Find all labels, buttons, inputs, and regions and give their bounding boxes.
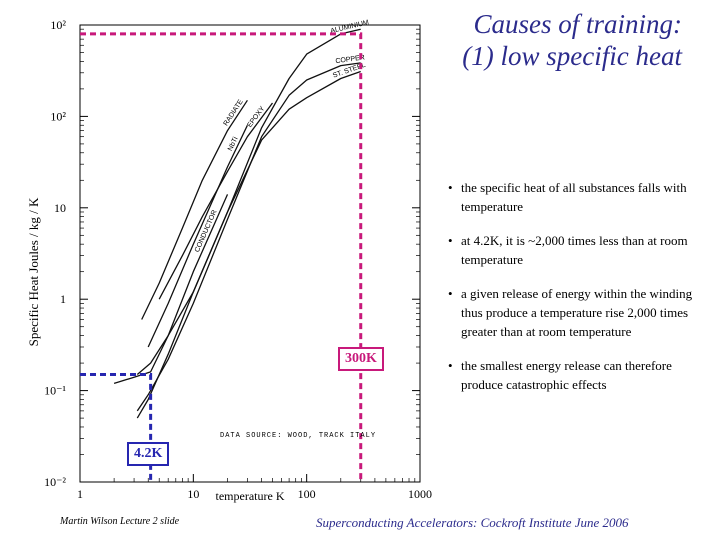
marker-4k-label: 4.2K: [127, 442, 170, 466]
bullet-item: a given release of energy within the win…: [446, 284, 696, 341]
series-line-st-steel: [136, 70, 361, 375]
bullet-item: at 4.2K, it is ~2,000 times less than at…: [446, 231, 696, 269]
x-tick-label: 1: [77, 487, 83, 501]
y-axis-ticks: 10⁻² 10⁻¹ 1 10 10² 10²: [44, 18, 420, 489]
series-label-copper: COPPER: [335, 54, 365, 65]
y-tick-label: 1: [60, 292, 66, 306]
x-tick-label: 100: [298, 487, 316, 501]
x-tick-label: 10: [187, 487, 199, 501]
bullet-list: the specific heat of all substances fall…: [446, 178, 696, 409]
y-tick-label: 10²: [50, 109, 66, 123]
series-line-epoxy: [158, 102, 274, 300]
y-tick-label: 10²: [50, 18, 66, 32]
x-tick-label: 1000: [408, 487, 432, 501]
title-line-1: Causes of training:: [473, 9, 682, 39]
y-tick-label: 10⁻²: [44, 475, 66, 489]
marker-300k-label: 300K: [338, 347, 384, 371]
plot-frame: [79, 24, 421, 483]
bullet-item: the smallest energy release can therefor…: [446, 356, 696, 394]
data-source-note: DATA SOURCE: WOOD, TRACK ITALY: [220, 432, 376, 440]
series-line-nbti: [147, 125, 248, 348]
y-tick-label: 10: [54, 201, 66, 215]
series-line-radiate: [141, 99, 248, 320]
marker-300k-line: [80, 32, 363, 482]
series-line-copper: [136, 62, 361, 412]
temperature-markers: [80, 32, 363, 482]
title-line-2: (1) low specific heat: [462, 41, 682, 71]
series-line-aluminium: [136, 28, 361, 419]
y-tick-label: 10⁻¹: [44, 384, 66, 398]
plot-border: [79, 24, 421, 483]
y-axis-label: Specific Heat Joules / kg / K: [26, 197, 41, 347]
series-label-radiate: RADIATE: [223, 98, 245, 127]
slide-title: Causes of training: (1) low specific hea…: [382, 8, 682, 72]
x-axis-label: temperature K: [216, 489, 285, 503]
bullet-item: the specific heat of all substances fall…: [446, 178, 696, 216]
footer-course: Superconducting Accelerators: Cockroft I…: [316, 515, 629, 530]
x-axis-ticks: 1 10 100 1000: [77, 474, 432, 501]
footer-author: Martin Wilson Lecture 2 slide: [60, 516, 180, 527]
series-line-conductor: [113, 194, 229, 385]
